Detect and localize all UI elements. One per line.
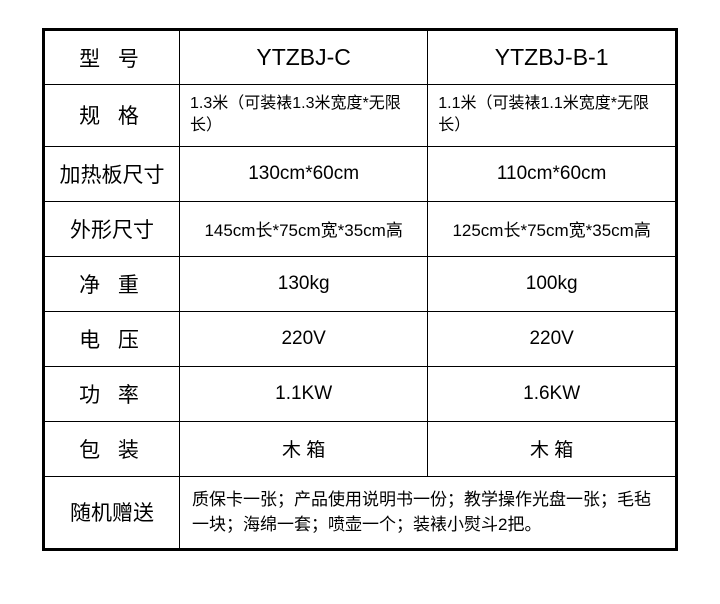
table-row: 电 压 220V 220V bbox=[44, 311, 677, 366]
table-row: 型 号 YTZBJ-C YTZBJ-B-1 bbox=[44, 30, 677, 85]
spec-col1: 1.3米（可装裱1.3米宽度*无限长） bbox=[180, 85, 428, 147]
table-row: 随机赠送 质保卡一张；产品使用说明书一份；教学操作光盘一张；毛毡一块；海绵一套；… bbox=[44, 476, 677, 549]
table-row: 规 格 1.3米（可装裱1.3米宽度*无限长） 1.1米（可装裱1.1米宽度*无… bbox=[44, 85, 677, 147]
voltage-col1: 220V bbox=[180, 311, 428, 366]
table-row: 功 率 1.1KW 1.6KW bbox=[44, 366, 677, 421]
netweight-col1: 130kg bbox=[180, 256, 428, 311]
table-row: 外形尺寸 145cm长*75cm宽*35cm高 125cm长*75cm宽*35c… bbox=[44, 201, 677, 256]
label-heatplate: 加热板尺寸 bbox=[44, 146, 180, 201]
spec-col2: 1.1米（可装裱1.1米宽度*无限长） bbox=[428, 85, 677, 147]
label-packaging: 包 装 bbox=[44, 421, 180, 476]
table-row: 加热板尺寸 130cm*60cm 110cm*60cm bbox=[44, 146, 677, 201]
label-model: 型 号 bbox=[44, 30, 180, 85]
model-col2: YTZBJ-B-1 bbox=[428, 30, 677, 85]
table-row: 净 重 130kg 100kg bbox=[44, 256, 677, 311]
dimensions-col2: 125cm长*75cm宽*35cm高 bbox=[428, 201, 677, 256]
label-netweight: 净 重 bbox=[44, 256, 180, 311]
power-col2: 1.6KW bbox=[428, 366, 677, 421]
power-col1: 1.1KW bbox=[180, 366, 428, 421]
gift-text: 质保卡一张；产品使用说明书一份；教学操作光盘一张；毛毡一块；海绵一套；喷壶一个；… bbox=[180, 476, 677, 549]
spec-table: 型 号 YTZBJ-C YTZBJ-B-1 规 格 1.3米（可装裱1.3米宽度… bbox=[42, 28, 678, 551]
dimensions-col1: 145cm长*75cm宽*35cm高 bbox=[180, 201, 428, 256]
packaging-col2: 木 箱 bbox=[428, 421, 677, 476]
model-col1: YTZBJ-C bbox=[180, 30, 428, 85]
netweight-col2: 100kg bbox=[428, 256, 677, 311]
table-row: 包 装 木 箱 木 箱 bbox=[44, 421, 677, 476]
packaging-col1: 木 箱 bbox=[180, 421, 428, 476]
label-power: 功 率 bbox=[44, 366, 180, 421]
label-dimensions: 外形尺寸 bbox=[44, 201, 180, 256]
label-voltage: 电 压 bbox=[44, 311, 180, 366]
label-gift: 随机赠送 bbox=[44, 476, 180, 549]
voltage-col2: 220V bbox=[428, 311, 677, 366]
heatplate-col2: 110cm*60cm bbox=[428, 146, 677, 201]
heatplate-col1: 130cm*60cm bbox=[180, 146, 428, 201]
label-spec: 规 格 bbox=[44, 85, 180, 147]
